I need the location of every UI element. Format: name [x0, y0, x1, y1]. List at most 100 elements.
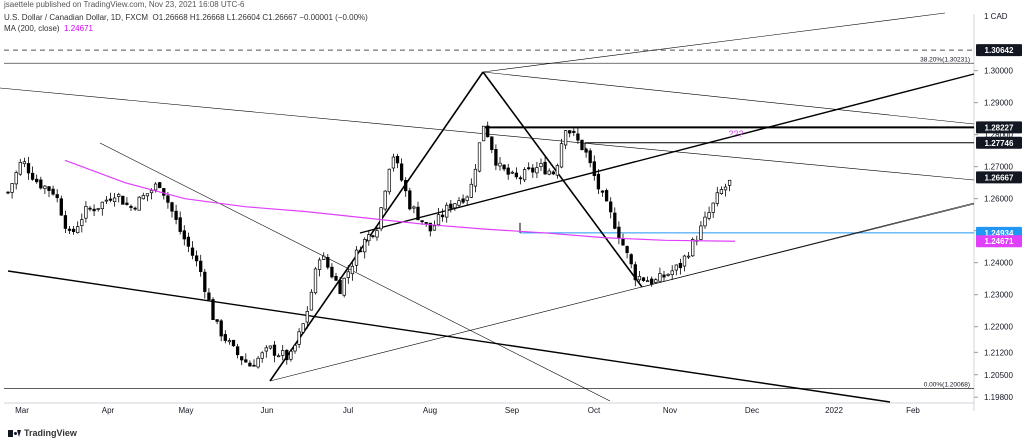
candle-body [71, 228, 76, 232]
candle-body [514, 172, 519, 178]
y-tick-label: 1.22000 [984, 323, 1013, 332]
candle-body [309, 291, 314, 311]
candle-body [338, 280, 342, 295]
x-tick-label: Jul [343, 406, 353, 415]
price-tag-label: 1.26667 [985, 173, 1014, 182]
candle-body [375, 230, 379, 238]
candle-body [645, 280, 650, 283]
candle-body [727, 179, 732, 186]
candle-body [383, 190, 387, 210]
candle-body [588, 150, 592, 164]
candle-body [170, 202, 174, 212]
candle-body [453, 203, 457, 209]
candle-body [580, 139, 584, 151]
price-tag [976, 171, 1022, 184]
ma-legend: MA (200, close) 1.24671 [4, 24, 93, 33]
trendline-thin [269, 202, 975, 382]
candle-body [510, 171, 514, 174]
candle-body [43, 185, 47, 189]
candle-body [502, 164, 506, 170]
y-tick-label: 1.26000 [984, 195, 1013, 204]
candle-body [350, 265, 355, 275]
candle-body [531, 167, 535, 173]
y-tick-label: 1.21200 [984, 348, 1013, 357]
candle-body [326, 257, 330, 268]
candle-body [276, 355, 281, 358]
price-tag-label: 1.24934 [985, 229, 1014, 238]
candle-body [141, 195, 145, 200]
candle-body [412, 206, 416, 209]
candle-body [445, 204, 449, 218]
x-tick-label: Sep [505, 406, 520, 415]
trendline-thick [269, 71, 484, 382]
x-tick-label: Aug [423, 406, 437, 415]
candle-body [408, 190, 412, 210]
candle-body [112, 197, 117, 203]
candle-body [449, 203, 453, 209]
candle-body [88, 207, 92, 210]
x-tick-label: Mar [15, 406, 29, 415]
candle-body [723, 186, 728, 191]
candle-body [715, 192, 719, 204]
footer-brand-text: TradingView [24, 428, 77, 438]
candle-body [703, 216, 707, 227]
candle-body [518, 177, 523, 180]
candle-body [477, 142, 482, 172]
tradingview-logo-icon [8, 429, 21, 438]
candle-body [178, 217, 182, 232]
candle-body [22, 161, 27, 165]
y-tick-label: 1.20500 [984, 371, 1013, 380]
candle-body [194, 255, 199, 262]
candle-body [543, 161, 547, 175]
candle-body [662, 274, 666, 278]
candle-body [133, 207, 137, 210]
candle-body [559, 143, 564, 168]
x-tick-label: Feb [906, 406, 920, 415]
candle-body [199, 260, 203, 272]
price-tag-label: 1.28227 [985, 123, 1014, 132]
candle-body [182, 230, 186, 240]
price-tag-label: 1.30642 [985, 46, 1014, 55]
candle-body [658, 273, 662, 282]
price-tag [976, 121, 1022, 134]
candle-body [272, 344, 277, 356]
x-tick-label: May [178, 406, 193, 415]
candle-body [707, 212, 711, 219]
price-tag [976, 44, 1022, 57]
candle-body [313, 268, 318, 294]
candle-body [117, 194, 121, 197]
candle-body [203, 271, 207, 292]
candle-body [174, 210, 178, 220]
x-tick-label: Oct [588, 406, 601, 415]
candle-body [248, 362, 252, 367]
candle-body [219, 320, 223, 337]
candle-body [440, 214, 445, 218]
question-annotation: ??? [728, 129, 743, 139]
candle-body [26, 163, 31, 174]
candle-body [240, 356, 244, 361]
candle-body [84, 205, 88, 219]
trendline-thin [99, 142, 611, 402]
price-tag-label: 1.27746 [985, 139, 1014, 148]
candle-body [137, 196, 141, 211]
candle-body [145, 193, 150, 197]
y-tick-label: 1.19800 [984, 393, 1013, 402]
candle-body [268, 345, 273, 349]
candle-body [293, 344, 297, 352]
candle-body [190, 247, 195, 256]
x-tick-label: Apr [102, 406, 115, 415]
ohlc-values: O1.26668 H1.26668 L1.26604 C1.26667 −0.0… [152, 13, 368, 22]
candle-body [719, 189, 724, 195]
candle-body [322, 255, 326, 260]
candle-body [674, 264, 678, 271]
candle-body [297, 331, 301, 345]
price-tag-label: 1 CAD [984, 12, 1008, 21]
candle-body [678, 262, 683, 269]
candle-body [535, 167, 539, 174]
candle-body [186, 236, 191, 247]
candle-body [231, 339, 236, 347]
candle-body [551, 171, 555, 175]
candle-body [522, 169, 527, 181]
candle-body [129, 205, 133, 208]
